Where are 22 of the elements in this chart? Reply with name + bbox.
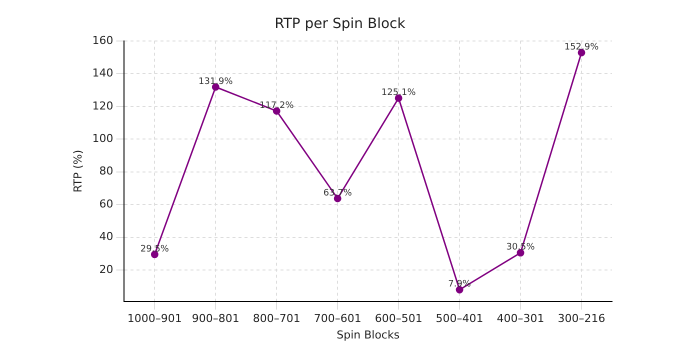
y-tick-label: 120: [92, 99, 114, 112]
x-tick-label: 600–501: [374, 312, 422, 326]
y-tick-label: 100: [92, 132, 114, 146]
y-tick-label: 60: [99, 197, 114, 210]
x-tick-label: 1000–901: [127, 312, 182, 326]
x-axis-title: Spin Blocks: [336, 328, 400, 342]
y-axis-title: RTP (%): [71, 150, 84, 193]
x-tick-label: 500–401: [436, 312, 484, 326]
data-label: 131.9%: [198, 76, 234, 87]
y-tick-label: 80: [99, 164, 114, 178]
x-tick-label: 800–701: [252, 312, 300, 326]
x-tick-label: 300–216: [558, 312, 606, 326]
data-label: 125.1%: [381, 88, 416, 98]
y-tick-label: 160: [92, 34, 114, 47]
data-label: 152.9%: [564, 42, 600, 52]
y-tick-label: 20: [99, 262, 114, 276]
x-tick-label: 700–601: [314, 312, 362, 326]
y-tick-label: 40: [99, 230, 114, 244]
y-tick-label: 140: [92, 66, 114, 80]
chart-title: RTP per Spin Block: [274, 16, 406, 32]
x-tick-label: 900–801: [192, 312, 240, 326]
x-tick-label: 400–301: [496, 312, 544, 326]
